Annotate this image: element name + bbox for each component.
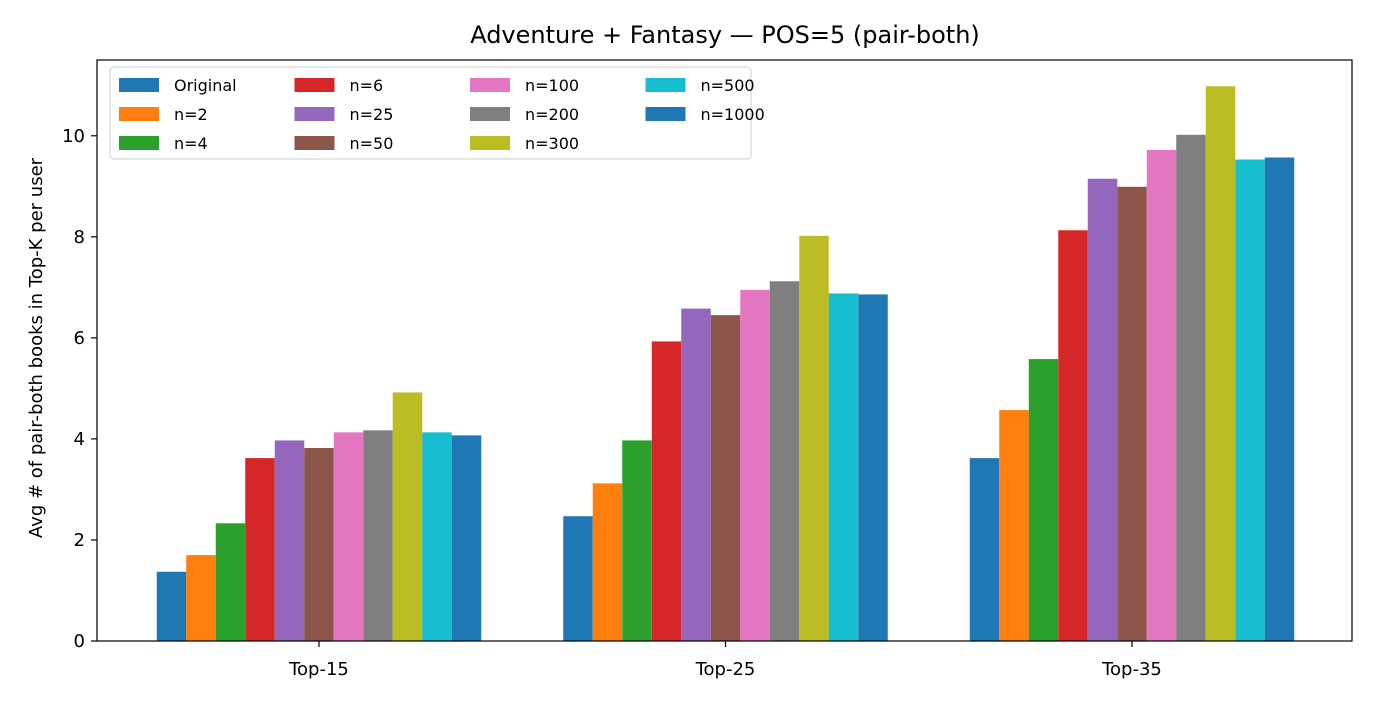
legend-swatch-n=200 — [470, 107, 510, 121]
legend-label-n=100: n=100 — [525, 76, 579, 95]
legend-label-n=2: n=2 — [174, 105, 208, 124]
bar-n=500-Top-25 — [828, 293, 859, 641]
bar-n=300-Top-25 — [799, 235, 829, 641]
legend-swatch-n=1000 — [645, 107, 686, 121]
legend-label-n=25: n=25 — [350, 105, 394, 124]
bars-group — [156, 86, 1295, 642]
legend-swatch-n=6 — [294, 78, 335, 92]
bar-n=25-Top-35 — [1087, 178, 1118, 642]
legend: Original n=2 n=4 n=6 n=25 n=50 n=100 n=200 n=300… — [109, 66, 765, 160]
bar-n=500-Top-35 — [1235, 159, 1265, 641]
legend-swatch-n=50 — [294, 136, 335, 150]
bar-n=200-Top-15 — [363, 430, 393, 641]
bar-Original-Top-35 — [969, 458, 1000, 641]
bar-n=300-Top-15 — [392, 392, 423, 641]
y-tick-label: 0 — [74, 631, 85, 652]
x-tick-label: Top-15 — [288, 659, 349, 680]
legend-label-Original: Original — [174, 76, 237, 95]
y-tick-label: 4 — [74, 429, 85, 450]
bar-n=2-Top-15 — [186, 555, 216, 641]
legend-box — [109, 66, 752, 160]
legend-label-n=4: n=4 — [174, 134, 208, 153]
bar-n=100-Top-25 — [740, 289, 770, 641]
legend-swatch-n=4 — [119, 136, 159, 150]
bar-n=50-Top-15 — [304, 448, 334, 641]
bar-n=6-Top-25 — [651, 341, 682, 641]
bar-n=500-Top-15 — [422, 432, 452, 641]
y-axis-label: Avg # of pair-both books in Top-K per us… — [26, 157, 47, 538]
y-tick-label: 10 — [62, 126, 85, 147]
y-tick-label: 8 — [74, 227, 85, 248]
bar-n=25-Top-25 — [681, 308, 711, 641]
bar-n=4-Top-35 — [1028, 359, 1059, 641]
y-tick-label: 6 — [74, 328, 85, 349]
bar-n=200-Top-35 — [1176, 134, 1206, 641]
legend-label-n=6: n=6 — [350, 76, 384, 95]
plot-frame — [96, 59, 1353, 642]
x-tick-label: Top-25 — [695, 659, 756, 680]
legend-label-n=1000: n=1000 — [701, 105, 765, 124]
bar-Original-Top-25 — [563, 516, 593, 641]
bar-n=100-Top-15 — [333, 432, 364, 641]
bar-n=2-Top-25 — [592, 483, 623, 641]
bar-n=50-Top-35 — [1117, 186, 1147, 641]
legend-label-n=300: n=300 — [525, 134, 579, 153]
bar-n=50-Top-25 — [710, 315, 741, 641]
legend-swatch-n=100 — [470, 78, 510, 92]
legend-swatch-n=2 — [119, 107, 159, 121]
bar-n=300-Top-35 — [1205, 86, 1236, 641]
bar-n=25-Top-15 — [274, 440, 305, 641]
axes-group: Top-15 Top-25 Top-35 0 2 4 6 8 10 — [62, 59, 1353, 680]
x-tick-label: Top-35 — [1101, 659, 1162, 680]
bar-n=1000-Top-25 — [858, 294, 888, 641]
bar-n=1000-Top-15 — [451, 435, 482, 641]
bar-n=6-Top-15 — [245, 458, 275, 641]
legend-swatch-n=25 — [294, 107, 335, 121]
y-tick-label: 2 — [74, 530, 85, 551]
chart-title: Adventure + Fantasy — POS=5 (pair-both) — [470, 21, 980, 49]
bar-n=4-Top-15 — [215, 523, 246, 641]
legend-swatch-n=500 — [645, 78, 686, 92]
legend-swatch-n=300 — [470, 136, 510, 150]
bar-n=4-Top-25 — [622, 440, 652, 641]
legend-label-n=200: n=200 — [525, 105, 579, 124]
legend-swatch-Original — [119, 78, 159, 92]
legend-label-n=50: n=50 — [350, 134, 394, 153]
bar-n=1000-Top-35 — [1264, 157, 1295, 641]
bar-n=100-Top-35 — [1146, 149, 1177, 641]
bar-n=200-Top-25 — [769, 281, 800, 641]
bar-n=2-Top-35 — [999, 410, 1029, 641]
bar-n=6-Top-35 — [1058, 230, 1088, 641]
bar-Original-Top-15 — [156, 571, 187, 641]
legend-label-n=500: n=500 — [701, 76, 755, 95]
